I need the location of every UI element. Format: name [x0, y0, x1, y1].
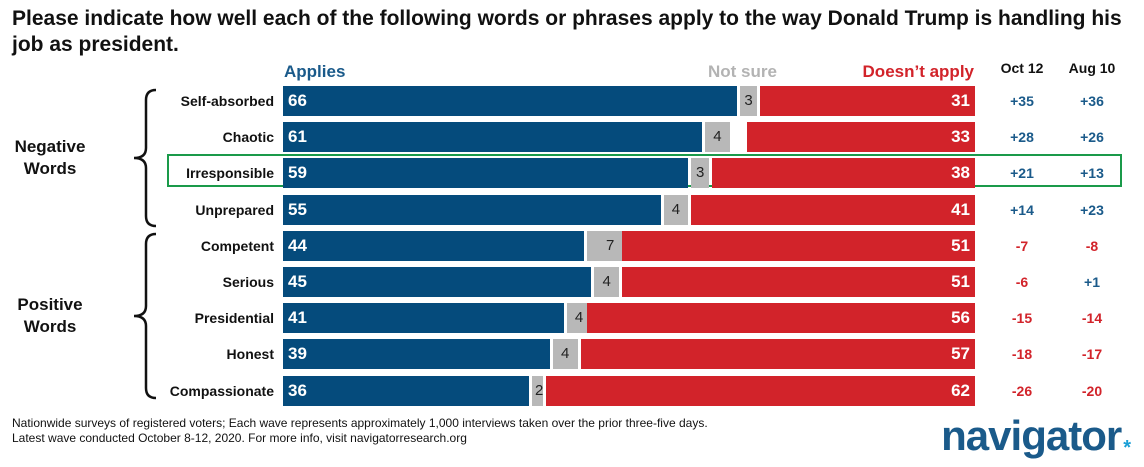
doesnt-apply-header: Doesn’t apply — [862, 62, 974, 81]
doesnt-apply-bar — [580, 339, 975, 369]
not-sure-bar — [691, 158, 710, 188]
net-aug10-value: +13 — [1080, 165, 1104, 181]
doesnt-apply-value: 51 — [951, 272, 970, 291]
chart-title: Please indicate how well each of the fol… — [12, 7, 1122, 56]
doesnt-apply-value: 57 — [951, 344, 970, 363]
not-sure-value: 4 — [574, 309, 584, 326]
net-aug10-value: +23 — [1080, 202, 1104, 218]
not-sure-header: Not sure — [708, 62, 777, 81]
not-sure-bar — [566, 303, 592, 333]
row-label: Chaotic — [222, 129, 274, 145]
net-oct12-value: -6 — [1015, 274, 1029, 290]
negative-label-line1: Negative — [14, 137, 86, 156]
applies-bar — [283, 231, 585, 261]
logo-text: navigator — [941, 412, 1122, 459]
net-aug10-value: +36 — [1080, 93, 1104, 109]
navigator-logo: navigator * — [941, 412, 1131, 460]
row-label: Serious — [222, 274, 274, 290]
not-sure-value: 7 — [606, 237, 615, 254]
net-aug10-value: -14 — [1081, 310, 1103, 326]
net-aug10-value: -8 — [1085, 238, 1099, 254]
not-sure-value: 4 — [561, 345, 570, 362]
net-oct12-value: -26 — [1011, 383, 1033, 399]
not-sure-bar — [594, 267, 620, 297]
doesnt-apply-value: 33 — [951, 127, 970, 146]
negative-words-label: Negative Words — [0, 136, 100, 180]
applies-bar — [283, 339, 550, 369]
doesnt-apply-value: 56 — [951, 308, 970, 327]
row-label: Honest — [226, 346, 274, 362]
doesnt-apply-value: 62 — [951, 381, 970, 400]
doesnt-apply-value: 38 — [951, 163, 970, 182]
not-sure-value: 4 — [713, 128, 722, 145]
row-label: Unprepared — [195, 202, 274, 218]
applies-bar — [283, 122, 703, 152]
net-aug10-value: -17 — [1081, 346, 1103, 362]
footnote-line-1: Nationwide surveys of registered voters;… — [12, 416, 708, 430]
applies-value: 66 — [288, 91, 307, 110]
not-sure-bar — [552, 339, 578, 369]
not-sure-value: 2 — [534, 382, 544, 399]
footnote-line-2: Latest wave conducted October 8-12, 2020… — [12, 431, 467, 445]
applies-value: 59 — [288, 163, 307, 182]
not-sure-value: 4 — [602, 273, 611, 290]
doesnt-apply-bar — [622, 267, 975, 297]
applies-value: 36 — [288, 381, 307, 400]
row-label: Competent — [200, 238, 274, 254]
doesnt-apply-bar — [545, 376, 975, 406]
doesnt-apply-bar — [746, 122, 975, 152]
positive-label-line1: Positive — [17, 295, 83, 314]
net-oct12-value: +14 — [1010, 202, 1034, 218]
not-sure-value: 4 — [671, 201, 681, 218]
net-oct12-value: +21 — [1010, 165, 1034, 181]
applies-bar — [283, 267, 592, 297]
net-aug10-value: +26 — [1080, 129, 1104, 145]
row-label: Irresponsible — [186, 165, 274, 181]
doesnt-apply-bar — [691, 195, 975, 225]
doesnt-apply-value: 41 — [951, 200, 970, 219]
not-sure-bar — [663, 195, 689, 225]
applies-bar — [283, 86, 737, 116]
negative-label-line2: Words — [23, 159, 77, 178]
net-oct12-value: -15 — [1011, 310, 1033, 326]
not-sure-value: 3 — [695, 164, 705, 181]
applies-header: Applies — [284, 62, 346, 81]
net-oct12-value: +28 — [1010, 129, 1034, 145]
not-sure-bar — [705, 122, 730, 152]
net-aug10-value: +1 — [1084, 274, 1100, 290]
not-sure-bar — [532, 376, 543, 406]
applies-bar — [283, 195, 661, 225]
row-label: Self-absorbed — [180, 93, 274, 109]
applies-value: 61 — [288, 127, 307, 146]
positive-label-line2: Words — [23, 317, 77, 336]
not-sure-value: 3 — [744, 92, 753, 109]
wave-header-oct12: Oct 12 — [1000, 60, 1044, 76]
negative-group-brace — [133, 88, 157, 228]
wave-header-aug10: Aug 10 — [1068, 60, 1116, 76]
doesnt-apply-bar — [587, 303, 975, 333]
net-aug10-value: -20 — [1081, 383, 1103, 399]
applies-value: 44 — [288, 236, 307, 255]
applies-bar — [283, 158, 689, 188]
row-label: Presidential — [194, 310, 274, 326]
applies-value: 45 — [288, 272, 307, 291]
positive-words-label: Positive Words — [0, 294, 100, 338]
net-oct12-value: -18 — [1011, 346, 1033, 362]
net-oct12-value: -7 — [1015, 238, 1029, 254]
net-oct12-value: +35 — [1010, 93, 1034, 109]
applies-value: 41 — [288, 308, 307, 327]
row-label: Compassionate — [169, 383, 274, 399]
applies-value: 39 — [288, 344, 307, 363]
doesnt-apply-bar — [760, 86, 975, 116]
doesnt-apply-bar — [712, 158, 975, 188]
doesnt-apply-bar — [622, 231, 975, 261]
not-sure-bar — [739, 86, 758, 116]
applies-bar — [283, 376, 530, 406]
logo-star-icon: * — [1123, 437, 1131, 459]
applies-value: 55 — [288, 200, 307, 219]
positive-group-brace — [133, 232, 157, 400]
doesnt-apply-value: 51 — [951, 236, 970, 255]
applies-bar — [283, 303, 564, 333]
doesnt-apply-value: 31 — [951, 91, 970, 110]
